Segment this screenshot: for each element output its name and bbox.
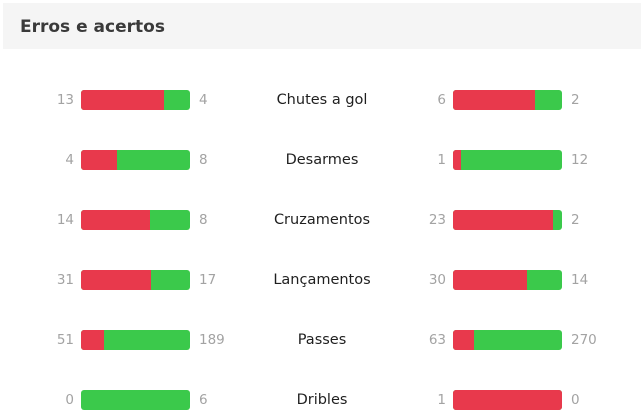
stat-row: 14 8 Cruzamentos 23 2 [0, 210, 643, 230]
left-hits-value: 4 [199, 92, 208, 108]
left-errors-value: 0 [65, 392, 74, 408]
right-errors-value: 23 [428, 212, 446, 228]
left-errors-fill [81, 90, 165, 110]
left-errors-value: 31 [56, 272, 74, 288]
left-ratio-bar [81, 210, 190, 230]
right-hits-value: 2 [571, 92, 580, 108]
left-errors-fill [81, 270, 152, 290]
right-errors-value: 1 [437, 392, 446, 408]
left-errors-value: 51 [56, 332, 74, 348]
left-hits-value: 8 [199, 212, 208, 228]
right-errors-value: 1 [437, 152, 446, 168]
left-errors-fill [81, 210, 151, 230]
left-hits-value: 17 [199, 272, 217, 288]
stat-label: Passes [297, 332, 347, 348]
section-title: Erros e acertos [20, 17, 165, 37]
left-errors-fill [81, 150, 118, 170]
right-errors-fill [453, 270, 528, 290]
right-ratio-bar [453, 390, 562, 410]
right-errors-fill [453, 210, 554, 230]
left-errors-value: 4 [65, 152, 74, 168]
stat-row: 31 17 Lançamentos 30 14 [0, 270, 643, 290]
left-ratio-bar [81, 270, 190, 290]
left-ratio-bar [81, 150, 190, 170]
left-ratio-bar [81, 90, 190, 110]
right-errors-fill [453, 150, 462, 170]
left-hits-value: 189 [199, 332, 225, 348]
right-ratio-bar [453, 150, 562, 170]
right-errors-fill [453, 90, 535, 110]
left-errors-value: 13 [56, 92, 74, 108]
right-errors-fill [453, 330, 474, 350]
left-ratio-bar [81, 390, 190, 410]
stat-row: 0 6 Dribles 1 0 [0, 390, 643, 410]
stat-row: 4 8 Desarmes 1 12 [0, 150, 643, 170]
right-ratio-bar [453, 90, 562, 110]
stat-label: Cruzamentos [273, 212, 371, 228]
left-ratio-bar [81, 330, 190, 350]
stat-label: Dribles [296, 392, 348, 408]
right-hits-value: 0 [571, 392, 580, 408]
right-hits-value: 12 [571, 152, 589, 168]
stat-row: 51 189 Passes 63 270 [0, 330, 643, 350]
right-ratio-bar [453, 330, 562, 350]
right-errors-fill [453, 390, 562, 410]
section-header: Erros e acertos [3, 3, 641, 49]
stat-row: 13 4 Chutes a gol 6 2 [0, 90, 643, 110]
right-errors-value: 30 [428, 272, 446, 288]
right-hits-value: 270 [571, 332, 597, 348]
right-ratio-bar [453, 270, 562, 290]
stat-label: Desarmes [285, 152, 359, 168]
left-hits-value: 6 [199, 392, 208, 408]
right-errors-value: 6 [437, 92, 446, 108]
stat-label: Chutes a gol [276, 92, 368, 108]
right-ratio-bar [453, 210, 562, 230]
left-errors-value: 14 [56, 212, 74, 228]
stat-label: Lançamentos [273, 272, 371, 288]
left-hits-value: 8 [199, 152, 208, 168]
right-hits-value: 14 [571, 272, 589, 288]
right-errors-value: 63 [428, 332, 446, 348]
left-errors-fill [81, 330, 105, 350]
right-hits-value: 2 [571, 212, 580, 228]
